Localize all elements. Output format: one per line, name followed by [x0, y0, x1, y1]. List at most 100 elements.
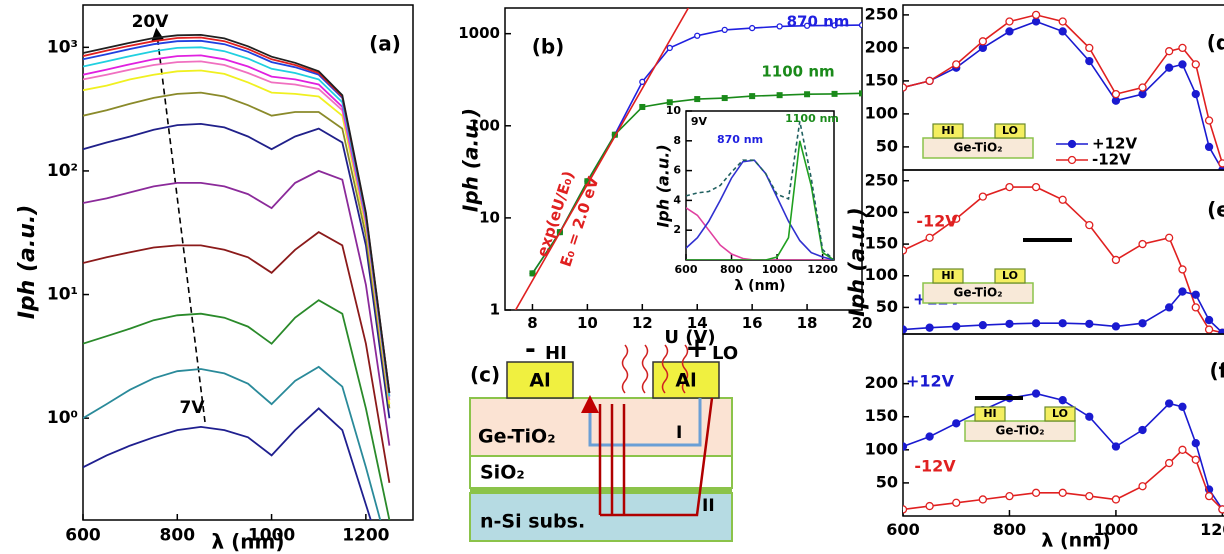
series-line — [83, 231, 391, 483]
device-label: Ge-TiO₂ — [954, 141, 1003, 155]
marker — [978, 320, 987, 330]
contact-name: HI — [545, 343, 567, 364]
series-line — [686, 121, 834, 260]
marker — [925, 501, 934, 511]
x-tick-label: 12 — [632, 314, 653, 332]
device-label: Ge-TiO₂ — [996, 424, 1045, 438]
marker — [1085, 56, 1094, 66]
marker — [1165, 303, 1174, 312]
marker — [952, 322, 961, 331]
y-tick-label: 10⁰ — [47, 408, 78, 428]
y-tick-label: 10³ — [47, 37, 78, 57]
marker — [978, 37, 987, 46]
y-tick-label: 10 — [479, 208, 500, 226]
device-contact — [1044, 406, 1076, 422]
marker — [925, 233, 934, 242]
marker — [1111, 322, 1121, 331]
y-tick-label: 250 — [865, 4, 898, 23]
marker — [694, 32, 701, 39]
marker — [749, 93, 756, 100]
annotation: 9V — [691, 115, 708, 128]
contact-metal: Al — [529, 370, 550, 392]
legend-label: -12V — [1092, 151, 1131, 169]
layer-label: Ge-TiO₂ — [478, 426, 556, 448]
series-label: -12V — [916, 212, 958, 231]
y-tick-label: 50 — [876, 297, 898, 316]
x-tick-label: 16 — [742, 314, 763, 332]
y-tick-label: 200 — [865, 37, 898, 56]
contact-sign: - — [525, 335, 536, 365]
marker — [831, 90, 838, 97]
y-axis-label: Iph (a.u.) — [15, 205, 40, 320]
marker — [903, 246, 908, 255]
layer-label: n-Si subs. — [480, 511, 585, 533]
device-label: LO — [1002, 124, 1018, 137]
plot-frame — [902, 333, 1224, 517]
device-contact — [932, 268, 964, 284]
series-line — [83, 60, 391, 401]
x-axis-label: λ (nm) — [212, 530, 285, 554]
x-axis-label: U (V) — [664, 327, 715, 348]
y-tick-label: 100 — [865, 103, 898, 122]
left-contact — [506, 361, 574, 399]
y-axis-label: Iph (a.u.) — [459, 108, 483, 212]
marker — [1005, 17, 1014, 26]
series-label: 870 nm — [787, 13, 850, 31]
contact-sign: + — [685, 331, 708, 364]
panel-label: (a) — [369, 32, 401, 56]
marker — [1165, 63, 1174, 72]
x-tick-label: 1000 — [1094, 520, 1139, 539]
device-contact — [974, 406, 1006, 422]
marker — [1218, 505, 1224, 514]
marker — [776, 92, 783, 99]
annotation: 20V — [132, 12, 170, 32]
device-label: LO — [1052, 407, 1068, 420]
series-line — [83, 69, 391, 405]
marker — [1165, 458, 1174, 468]
y-tick-label: 10 — [666, 104, 682, 117]
marker — [1178, 60, 1187, 69]
y-tick-label: 50 — [876, 136, 898, 155]
x-tick-label: 1200 — [807, 263, 838, 276]
marker — [1031, 488, 1041, 497]
marker — [1178, 43, 1187, 53]
marker — [1031, 319, 1041, 328]
marker — [1138, 482, 1147, 491]
device-label: HI — [941, 269, 954, 282]
marker — [1058, 488, 1067, 497]
marker — [1191, 455, 1200, 464]
marker — [1031, 10, 1041, 20]
marker — [952, 419, 961, 428]
layer-label: SiO₂ — [480, 462, 525, 484]
marker — [1005, 319, 1014, 329]
device-contact — [994, 123, 1026, 139]
marker — [903, 83, 908, 92]
y-tick-label: 6 — [673, 164, 681, 177]
y-tick-label: 10¹ — [47, 285, 78, 305]
light-waves — [621, 344, 689, 394]
marker — [1204, 116, 1214, 125]
series-line — [903, 20, 1224, 170]
marker — [1138, 83, 1147, 92]
marker — [952, 60, 961, 69]
y-tick-label: 200 — [865, 202, 898, 221]
series-line — [686, 159, 834, 260]
marker — [1204, 142, 1214, 152]
marker — [831, 22, 838, 29]
marker — [1178, 445, 1187, 454]
x-tick-label: 800 — [720, 263, 743, 276]
legend-marker — [1067, 139, 1077, 149]
marker — [611, 131, 618, 138]
panel-label: (c) — [470, 363, 500, 387]
panel-label: (e) — [1207, 198, 1224, 222]
marker — [804, 91, 811, 98]
marker — [1138, 239, 1147, 249]
marker — [925, 432, 934, 441]
marker — [1191, 60, 1200, 69]
x-tick-label: 1000 — [762, 263, 793, 276]
path-label: I — [676, 423, 682, 443]
marker — [1058, 319, 1067, 328]
marker — [1178, 402, 1187, 411]
marker — [1111, 255, 1121, 265]
marker — [666, 99, 673, 106]
